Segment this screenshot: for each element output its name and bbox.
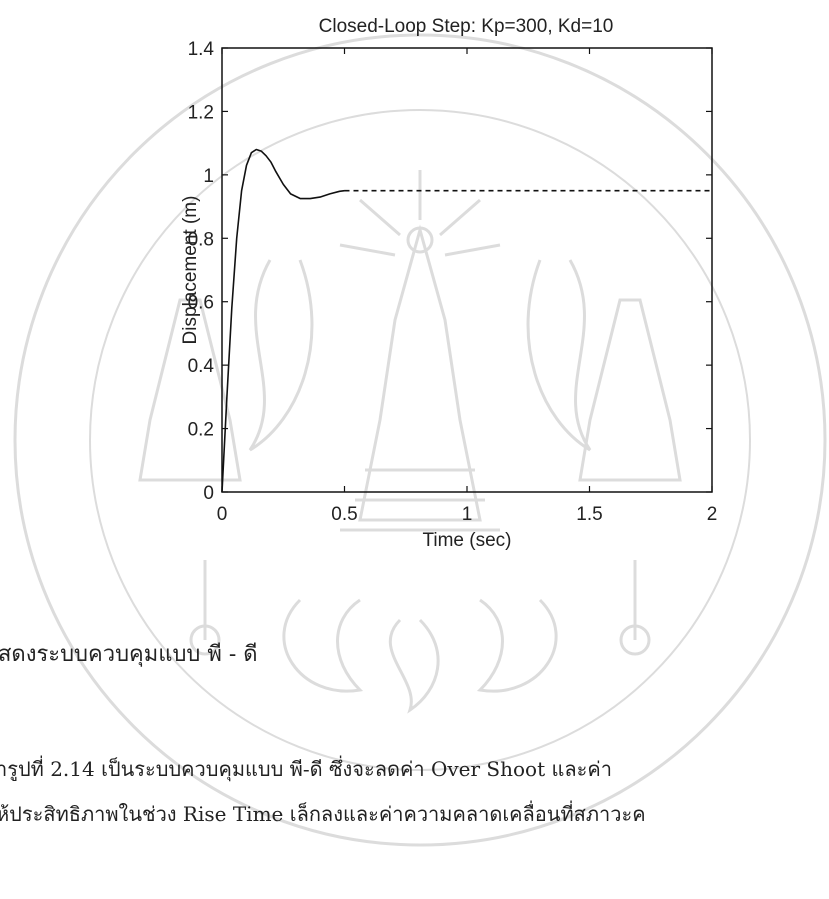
x-tick-label: 1.5 xyxy=(576,504,602,525)
response-line-transient xyxy=(221,148,345,493)
x-tick-label: 1 xyxy=(462,504,473,525)
y-tick-label: 0 xyxy=(203,483,214,504)
figure-caption: สดงระบบควบคุมแบบ พี - ดี xyxy=(0,642,258,667)
y-tick-label: 1.4 xyxy=(188,39,215,60)
chart: Closed-Loop Step: Kp=300, Kd=10 0 0.5 1 1.5… xyxy=(180,16,718,551)
x-tick-label: 0 xyxy=(217,504,228,525)
y-tick-label: 1.2 xyxy=(188,102,214,123)
x-tick-label: 2 xyxy=(707,504,718,525)
y-tick-label: 0.8 xyxy=(188,229,214,250)
x-axis-label: Time (sec) xyxy=(422,530,511,551)
chart-title: Closed-Loop Step: Kp=300, Kd=10 xyxy=(319,16,614,37)
body-text-line-1: ารูปที่ 2.14 เป็นระบบควบคุมแบบ พี-ดี ซึ่… xyxy=(0,757,612,781)
plot-frame xyxy=(221,47,713,493)
data-layer xyxy=(221,148,712,493)
body-text-line-2: ห้ประสิทธิภาพในช่วง Rise Time เล็กลงและค… xyxy=(0,802,646,826)
axis-ticks: 0 0.5 1 1.5 2 0 0.2 0.4 0.6 0.8 1 1.2 1.4 xyxy=(188,39,718,525)
y-tick-label: 1 xyxy=(203,166,214,187)
y-tick-label: 0.6 xyxy=(188,293,214,314)
y-tick-label: 0.4 xyxy=(188,356,215,377)
y-tick-label: 0.2 xyxy=(188,420,214,441)
y-axis-label: Displacement (m) xyxy=(180,196,201,345)
x-tick-label: 0.5 xyxy=(331,504,357,525)
